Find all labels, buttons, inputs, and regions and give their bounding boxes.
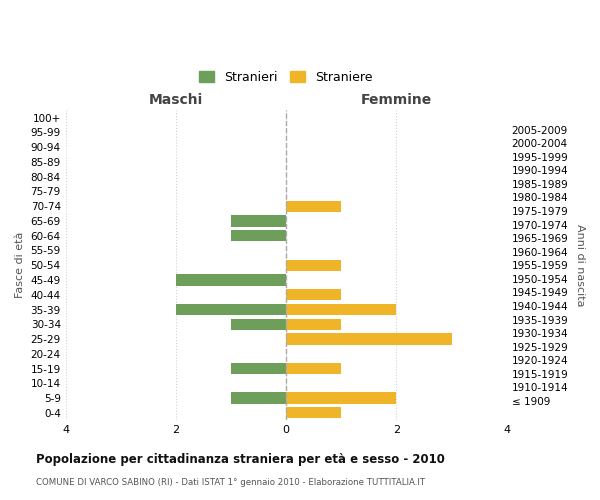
Bar: [176, 304, 286, 315]
Legend: Stranieri, Straniere: Stranieri, Straniere: [196, 67, 377, 87]
Bar: [286, 260, 341, 271]
Bar: [286, 304, 397, 315]
Bar: [286, 200, 341, 212]
Text: Popolazione per cittadinanza straniera per età e sesso - 2010: Popolazione per cittadinanza straniera p…: [36, 452, 445, 466]
Bar: [286, 392, 397, 404]
Bar: [286, 363, 341, 374]
Bar: [286, 289, 341, 300]
Text: Femmine: Femmine: [361, 94, 432, 108]
Bar: [231, 216, 286, 226]
Bar: [231, 230, 286, 241]
Bar: [176, 274, 286, 285]
Y-axis label: Fasce di età: Fasce di età: [15, 232, 25, 298]
Y-axis label: Anni di nascita: Anni di nascita: [575, 224, 585, 306]
Bar: [286, 318, 341, 330]
Text: COMUNE DI VARCO SABINO (RI) - Dati ISTAT 1° gennaio 2010 - Elaborazione TUTTITAL: COMUNE DI VARCO SABINO (RI) - Dati ISTAT…: [36, 478, 425, 487]
Bar: [231, 392, 286, 404]
Bar: [286, 334, 452, 344]
Bar: [231, 363, 286, 374]
Bar: [231, 318, 286, 330]
Text: Maschi: Maschi: [149, 94, 203, 108]
Bar: [286, 407, 341, 418]
